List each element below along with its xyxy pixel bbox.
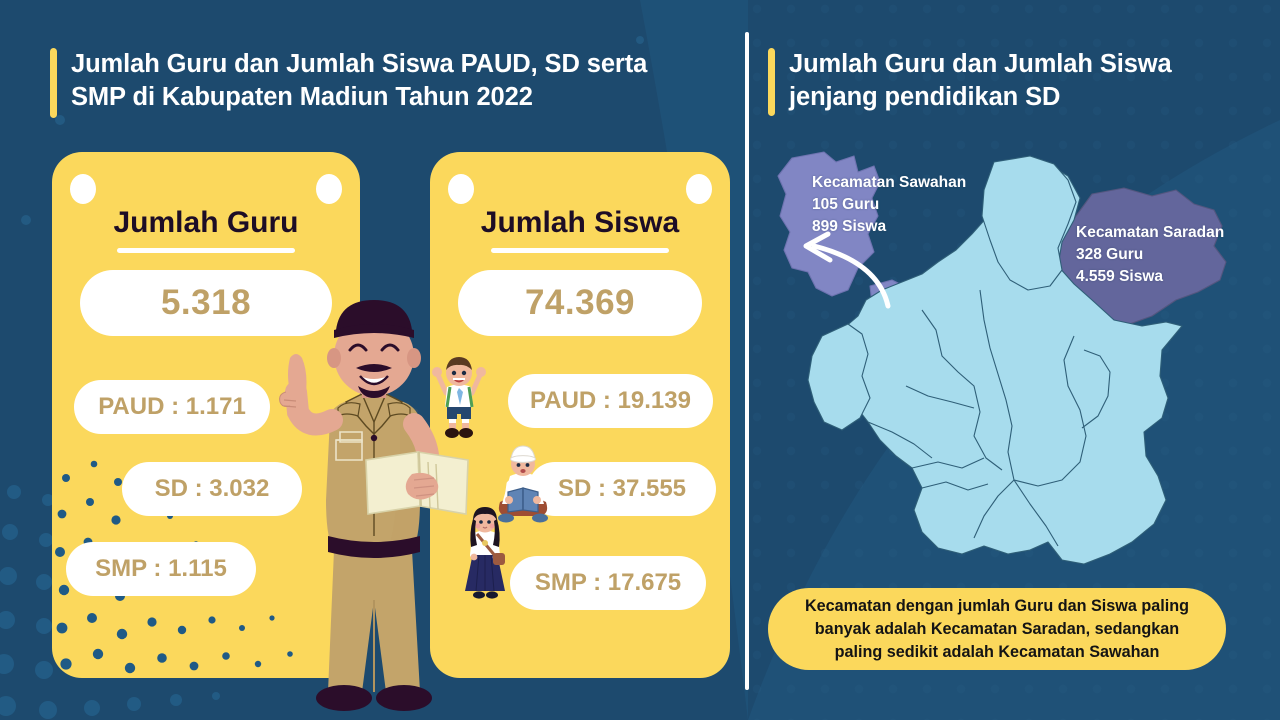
map-label-saradan: Kecamatan Saradan 328 Guru 4.559 Siswa [1076,224,1225,285]
card-hole-left [70,174,96,204]
card-heading-underline [491,248,669,253]
panel-divider [745,32,749,690]
total-value-guru: 5.318 [80,270,332,336]
level-pill-guru-smp: SMP : 1.115 [66,542,256,596]
map-footer-note: Kecamatan dengan jumlah Guru dan Siswa p… [768,588,1226,670]
map-label-sawahan: Kecamatan Sawahan 105 Guru 899 Siswa [812,174,967,235]
map-region-base [817,163,1183,565]
total-value-siswa: 74.369 [458,270,702,336]
card-heading-underline [117,248,295,253]
stat-card-guru: Jumlah Guru 5.318 PAUD : 1.171 SD : 3.03… [52,152,360,678]
level-pill-guru-sd: SD : 3.032 [122,462,302,516]
title-accent-bar [50,48,57,118]
map-callout-arrow [803,231,891,309]
left-panel-title: Jumlah Guru dan Jumlah Siswa PAUD, SD se… [50,48,730,118]
title-accent-bar [768,48,775,116]
map-region-northeast [981,155,1077,291]
level-pill-guru-paud: PAUD : 1.171 [74,380,270,434]
right-title-text: Jumlah Guru dan Jumlah Siswa jenjang pen… [789,50,1172,112]
level-pill-siswa-sd: SD : 37.555 [528,462,716,516]
stat-card-siswa: Jumlah Siswa 74.369 PAUD : 19.139 SD : 3… [430,152,730,678]
right-panel-title: Jumlah Guru dan Jumlah Siswa jenjang pen… [768,48,1238,116]
map-kabupaten-madiun [762,150,1280,582]
card-hole-left [448,174,474,204]
level-pill-siswa-paud: PAUD : 19.139 [508,374,713,428]
level-pill-siswa-smp: SMP : 17.675 [510,556,706,610]
card-hole-right [316,174,342,204]
left-title-text: Jumlah Guru dan Jumlah Siswa PAUD, SD se… [71,50,648,112]
card-heading-siswa: Jumlah Siswa [480,206,680,239]
card-heading-guru: Jumlah Guru [113,206,299,239]
map-svg [777,151,1227,565]
map-region-west [807,323,871,431]
card-hole-right [686,174,712,204]
